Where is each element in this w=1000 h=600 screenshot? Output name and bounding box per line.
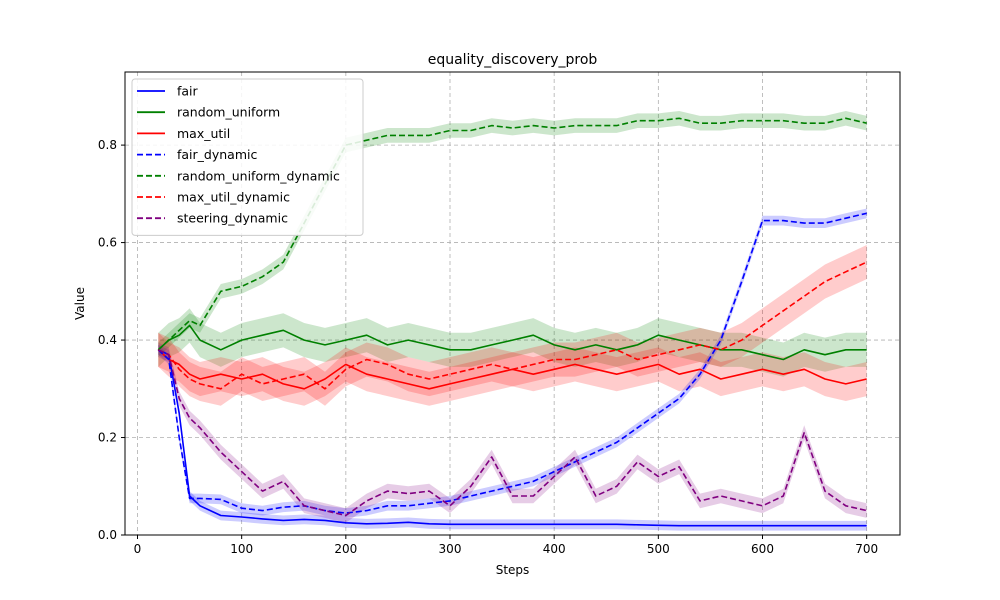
- y-tick-label: 0.2: [98, 431, 117, 445]
- series-lines: [157, 117, 868, 527]
- legend-label: fair: [177, 84, 199, 99]
- legend: fair random_uniform max_util fair_dynamicra…: [131, 78, 364, 236]
- y-tick-label: 0.6: [98, 236, 117, 250]
- band-fair: [158, 344, 867, 531]
- legend-label: fair_dynamic: [177, 147, 257, 162]
- plot-frame: [124, 71, 901, 536]
- x-tick-label: 0: [134, 542, 142, 556]
- series-line-fair: [157, 349, 867, 527]
- series-line-fair_dynamic: [157, 212, 867, 514]
- band-steering_dynamic: [158, 342, 867, 523]
- x-tick-label: 500: [647, 542, 670, 556]
- y-tick-label: 0.0: [98, 528, 117, 542]
- series-line-random_uniform_dynamic: [157, 117, 867, 351]
- band-random_uniform: [158, 308, 867, 377]
- legend-label: steering_dynamic: [177, 211, 288, 226]
- series-line-random_uniform: [157, 324, 867, 361]
- legend-label: random_uniform: [177, 105, 280, 120]
- y-tick-label: 0.8: [98, 138, 117, 152]
- axis-ticks: 0 100 200 300 400 500 600 700 0.0 0.2 0.4 0.6 0.8: [98, 138, 878, 556]
- x-tick-label: 400: [543, 542, 566, 556]
- y-axis-label: Value: [73, 287, 87, 320]
- legend-label: max_util: [177, 126, 230, 141]
- y-tick-label: 0.4: [98, 333, 117, 347]
- x-tick-label: 300: [439, 542, 462, 556]
- series-line-max_util_dynamic: [157, 261, 868, 390]
- series-line-steering_dynamic: [157, 349, 867, 517]
- x-tick-label: 600: [751, 542, 774, 556]
- x-tick-label: 200: [334, 542, 357, 556]
- x-tick-label: 100: [230, 542, 253, 556]
- chart-title: equality_discovery_prob: [428, 52, 598, 68]
- legend-label: random_uniform_dynamic: [177, 168, 340, 183]
- series-line-max_util: [157, 349, 867, 390]
- band-max_util_dynamic: [158, 245, 867, 406]
- legend-label: max_util_dynamic: [177, 190, 290, 205]
- legend-box: [131, 78, 364, 236]
- x-tick-label: 700: [855, 542, 878, 556]
- x-axis-label: Steps: [496, 563, 530, 577]
